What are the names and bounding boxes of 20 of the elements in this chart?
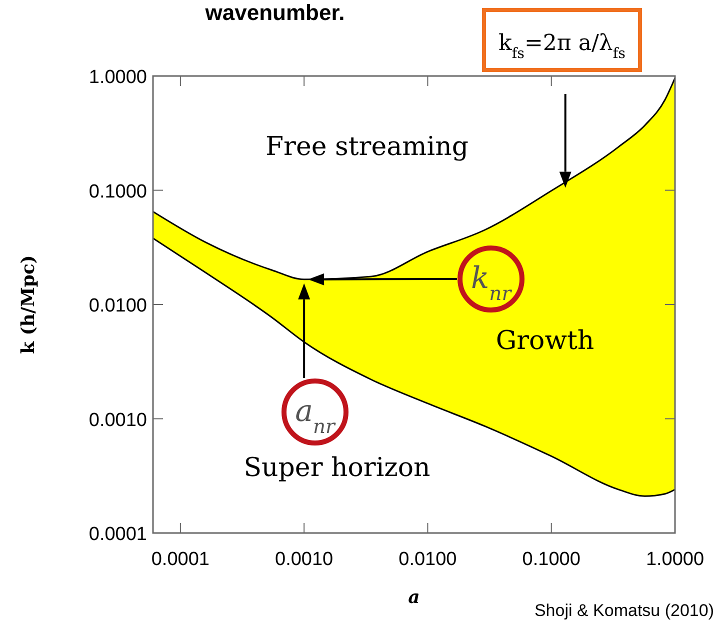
annotation: a$_{nr}$ — [295, 394, 337, 438]
annotation: Growth — [496, 326, 594, 356]
y-tick-label: 0.0001 — [88, 524, 147, 545]
chart-title: wavenumber. — [204, 0, 345, 25]
x-tick-label: 0.0100 — [398, 549, 457, 570]
x-tick-label: 0.0010 — [275, 549, 334, 570]
annotation: Free streaming — [266, 132, 468, 162]
x-tick-label: 0.1000 — [522, 549, 580, 570]
annotation: k$_{nr}$ — [470, 261, 513, 304]
y-axis-title: k (h/Mpc) — [18, 255, 39, 354]
x-axis-title: a — [408, 587, 420, 608]
x-tick-label: 1.0000 — [646, 549, 704, 570]
text: Shoji & Komatsu (2010) — [534, 601, 714, 620]
annotation: Super horizon — [244, 453, 431, 483]
y-tick-label: 0.1000 — [88, 181, 147, 202]
x-tick-label: 0.0001 — [151, 549, 210, 570]
y-tick-label: 0.0100 — [88, 296, 147, 316]
text: k$_{fs}$=2π a/λ$_{fs}$ — [498, 31, 626, 62]
y-tick-label: 0.0010 — [88, 410, 147, 431]
y-tick-label: 1.0000 — [88, 67, 147, 88]
